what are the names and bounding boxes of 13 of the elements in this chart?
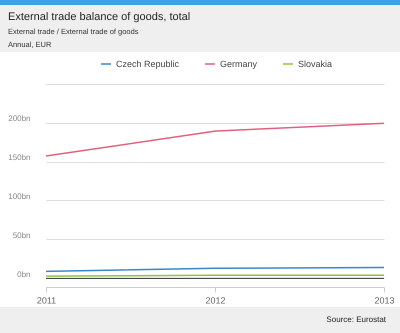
legend-label: Czech Republic	[116, 59, 180, 69]
y-tick-label: 50bn	[12, 230, 30, 240]
y-tick-label: 150bn	[8, 153, 30, 162]
y-tick-label: 200bn	[8, 114, 30, 124]
x-tick-label: 2011	[36, 296, 56, 306]
x-tick-label: 2013	[374, 296, 395, 306]
legend-label: Germany	[220, 59, 258, 69]
x-tick-label: 2012	[205, 296, 226, 306]
legend-label: Slovakia	[298, 59, 332, 69]
source-note: Source: Eurostat	[0, 307, 400, 333]
y-tick-label: 100bn	[8, 192, 30, 201]
chart-title: External trade balance of goods, total	[8, 10, 192, 23]
y-tick-label: 0bn	[17, 270, 30, 279]
